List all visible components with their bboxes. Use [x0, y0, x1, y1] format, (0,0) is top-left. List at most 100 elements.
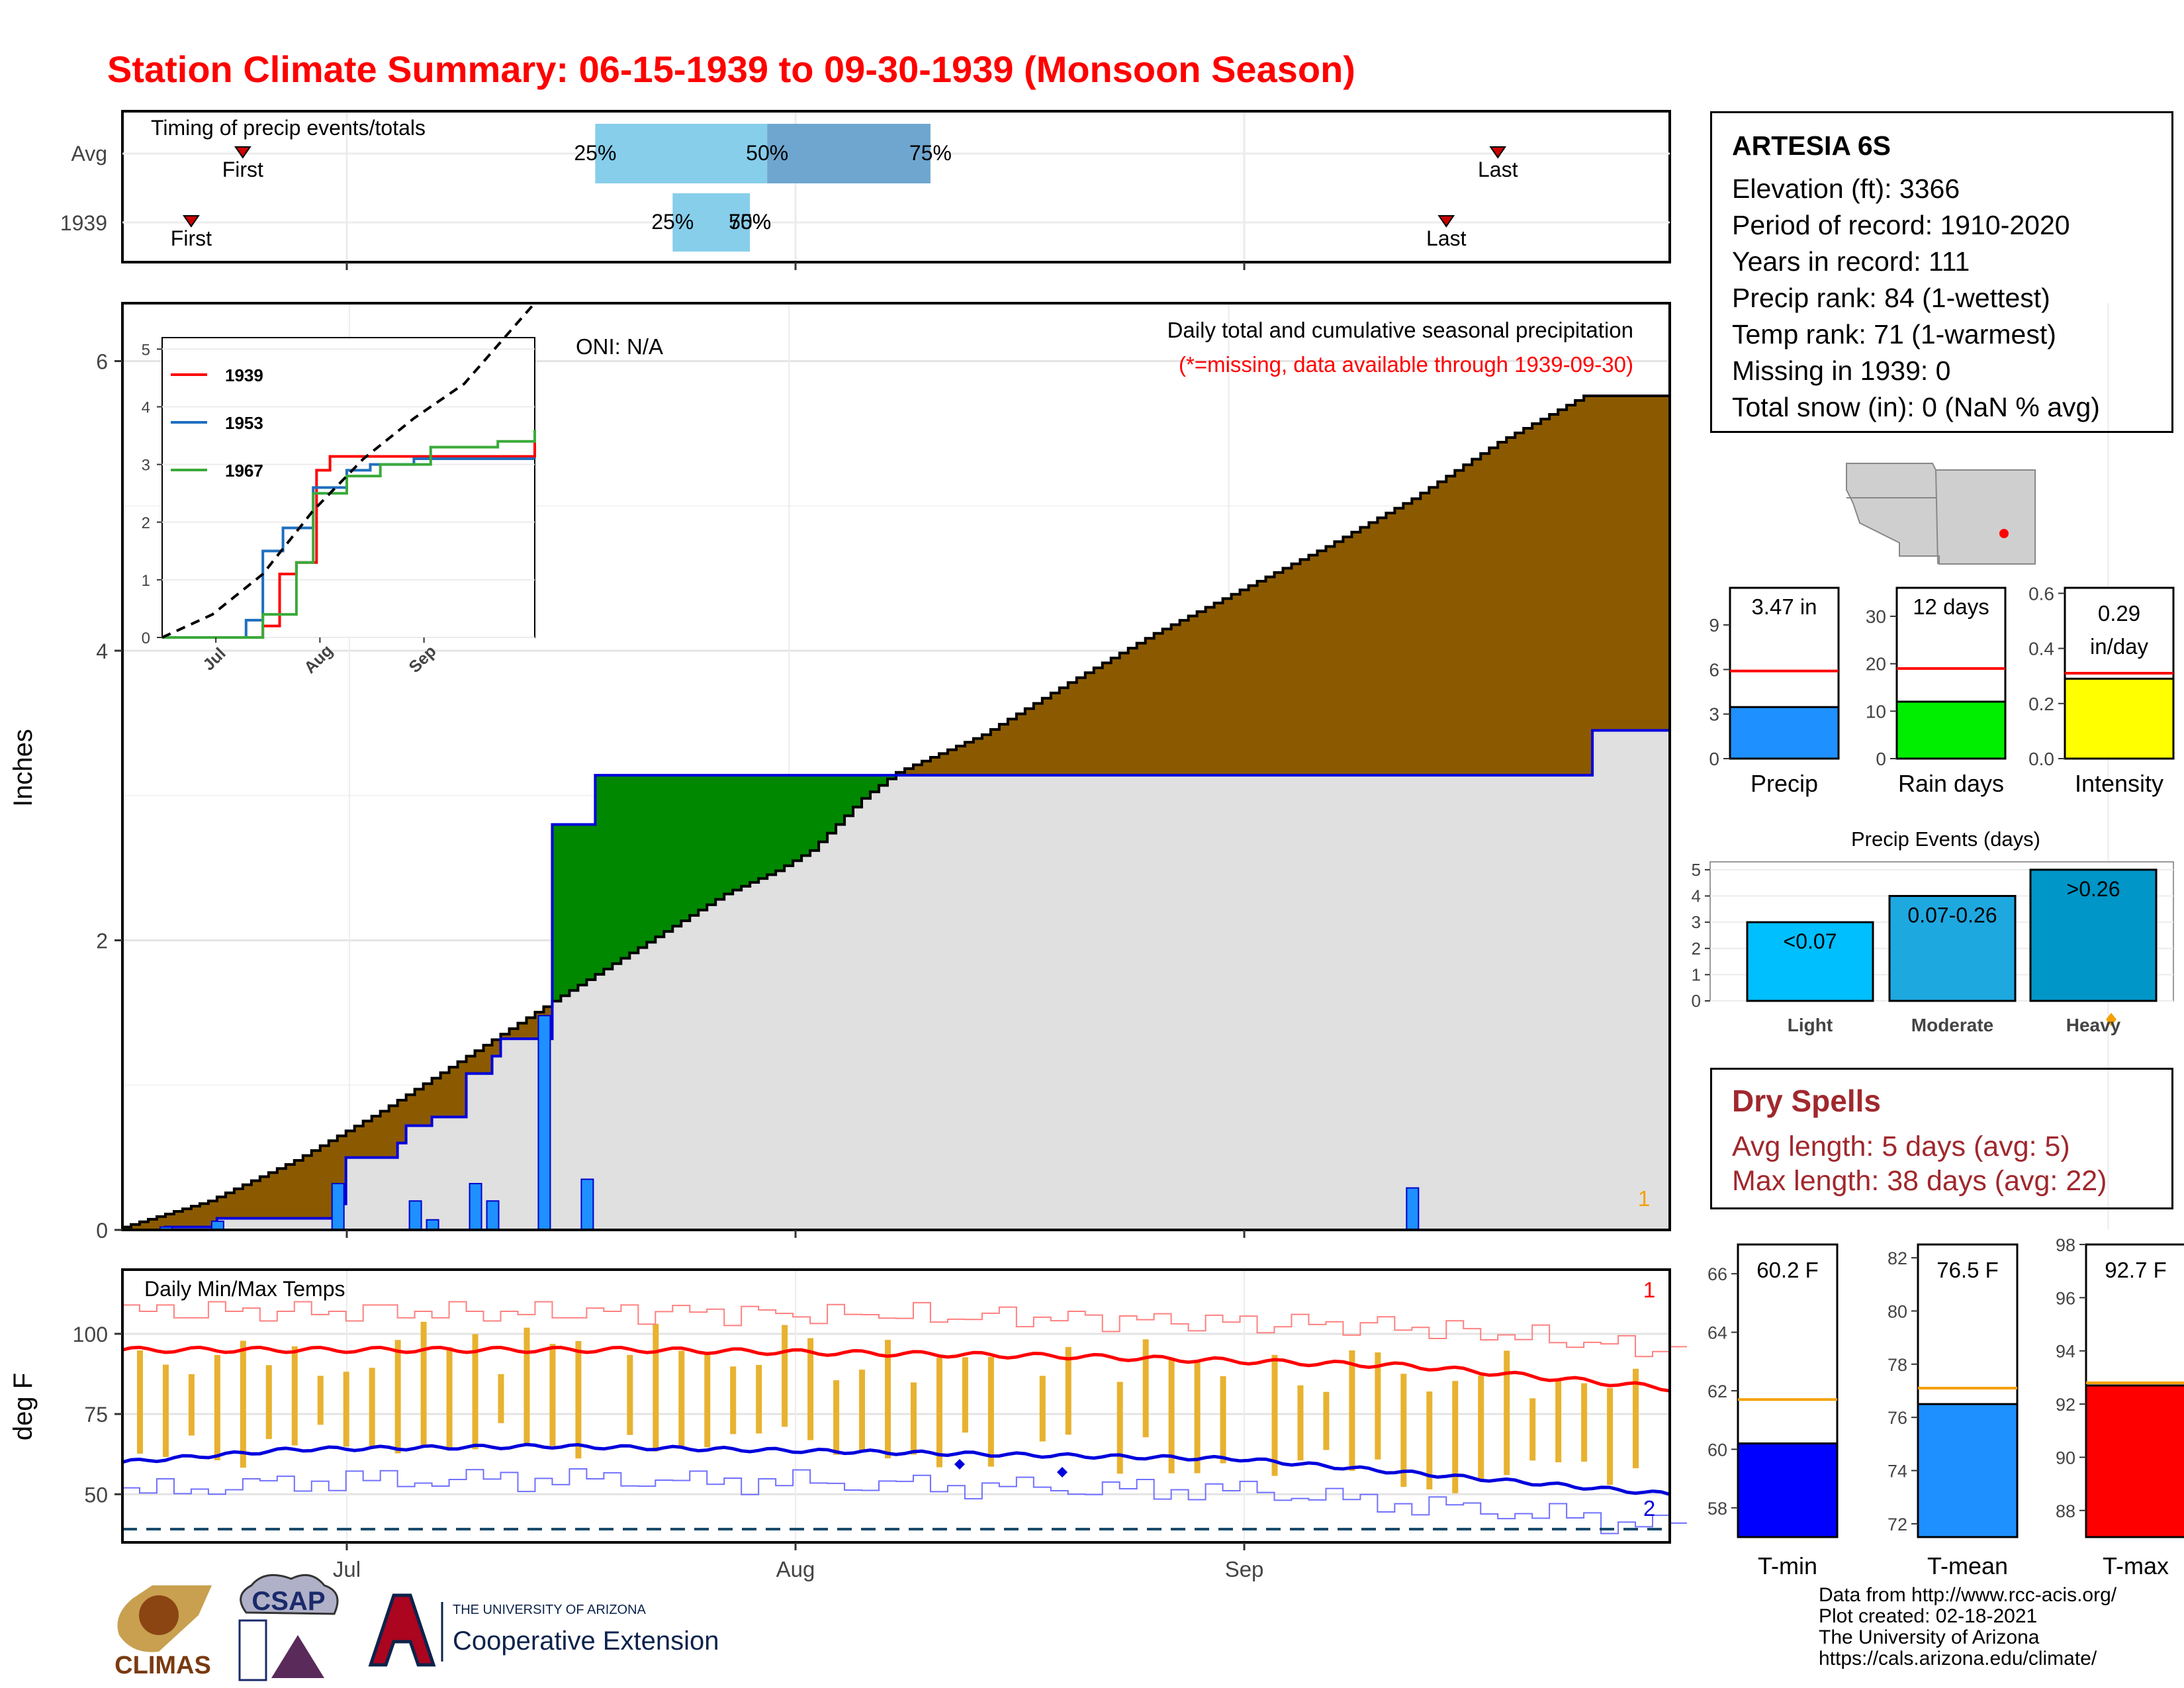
temps-y-axis-label: deg F	[9, 1373, 38, 1440]
dry-spells-box: Dry Spells Avg length: 5 days (avg: 5) M…	[1710, 1068, 2173, 1209]
temp-daily-bar	[859, 1370, 866, 1452]
temp-daily-bar	[1607, 1387, 1614, 1485]
inset-normal-line	[161, 302, 536, 639]
footer-line-url: https://cals.arizona.edu/climate/	[1819, 1648, 2097, 1669]
precip-y-tick-label: 6	[96, 350, 108, 374]
temp-daily-bar	[807, 1338, 814, 1440]
temps-frame	[121, 1268, 1671, 1544]
tmax-normal-line	[122, 1345, 1670, 1393]
max-daily-marker	[2106, 1013, 2116, 1026]
temp-summary-tick-label: 90	[2056, 1448, 2075, 1468]
temp-daily-bar	[523, 1327, 530, 1444]
events-y-tick-label: 5	[1692, 860, 1701, 880]
temp-daily-bar	[653, 1323, 659, 1452]
temp-daily-bar	[1400, 1374, 1407, 1487]
events-bar-moderate	[1888, 895, 2017, 1002]
timing-label-50: 50%	[729, 210, 771, 234]
temp-daily-bar	[1555, 1378, 1562, 1463]
inset-lines	[161, 302, 536, 639]
legend-label-1967: 1967	[225, 461, 263, 481]
ua-big-text: Cooperative Extension	[453, 1626, 719, 1656]
temp-daily-bar	[214, 1354, 220, 1461]
timing-label-25: 25%	[574, 141, 616, 165]
precip-y-tick-label: 2	[96, 929, 108, 953]
temp-summary-bar-tmax	[2085, 1384, 2184, 1538]
events-category-label: Light	[1788, 1015, 1833, 1035]
observed-cumulative-line	[122, 727, 1671, 1231]
daily-precip-bars	[159, 1015, 1420, 1231]
inset-series-line	[162, 430, 536, 639]
summary-tick-label-precip: 3	[1709, 704, 1719, 725]
csap-cloud-icon	[240, 1573, 339, 1615]
surplus-area	[552, 775, 896, 1002]
footer-line-created: Plot created: 02-18-2021	[1819, 1605, 2038, 1627]
csap-logo: CSAP	[238, 1573, 339, 1681]
timing-bars	[595, 124, 931, 252]
timing-first-label: First	[171, 226, 212, 250]
temp-daily-bar	[240, 1340, 246, 1468]
dry-spells-title: Dry Spells	[1732, 1084, 1881, 1118]
temps-y-tick-label: 75	[84, 1403, 108, 1427]
temp-daily-bar	[1297, 1385, 1304, 1461]
summary-value-rain_days: 12 days	[1913, 594, 1989, 619]
temps-x-tick-label: Jul	[333, 1557, 361, 1581]
temp-daily-bar	[394, 1340, 401, 1454]
temps-x-tick-label: Aug	[776, 1557, 815, 1581]
timing-last-label: Last	[1478, 158, 1518, 181]
timing-last-label: Last	[1426, 226, 1467, 250]
temp-daily-bar	[885, 1340, 891, 1459]
temp-summary-tick-label: 66	[1707, 1264, 1727, 1284]
record-low-marker-1	[954, 1459, 965, 1470]
events-bar-label: 0.07-0.26	[1907, 904, 1997, 927]
station-period: Period of record: 1910-2020	[1732, 210, 2070, 240]
daily-precip-bar	[426, 1219, 439, 1231]
station-snow: Total snow (in): 0 (NaN % avg)	[1732, 392, 2100, 422]
station-name: ARTESIA 6S	[1732, 130, 1891, 161]
tmin-normal-line	[122, 1442, 1670, 1496]
summary-tick-label-precip: 0	[1709, 749, 1719, 769]
csap-logo-text: CSAP	[251, 1587, 325, 1616]
missing-count: 1	[1638, 1186, 1650, 1211]
observed-below-area	[122, 727, 1670, 1230]
summary-value-intensity: 0.29	[2098, 601, 2140, 626]
state-map	[1845, 461, 2036, 565]
tmin-record-line	[122, 1468, 1687, 1534]
summary-label-intensity: Intensity	[2075, 770, 2163, 797]
daily-precip-bar	[580, 1178, 594, 1231]
temp-summary-value-tmax: 92.7 F	[2105, 1258, 2167, 1282]
summary-tick-label-rain_days: 30	[1866, 606, 1886, 627]
timing-first-label: First	[222, 158, 263, 181]
temp-daily-bar	[575, 1340, 582, 1459]
summary-bar-rain_days	[1895, 700, 2007, 760]
season-precip-summary: 0 3 6 9 3.47 in Precip 0 10 20 30 12 days Rain days…	[1709, 583, 2175, 797]
timing-title: Timing of precip events/totals	[151, 116, 426, 140]
summary-tick-label-rain_days: 20	[1866, 654, 1886, 675]
temp-summary-bar-tmin	[1737, 1442, 1839, 1538]
ua-a-icon	[368, 1593, 436, 1667]
temp-summary-value-tmin: 60.2 F	[1756, 1258, 1819, 1282]
legend-label-1953: 1953	[225, 413, 263, 433]
temp-daily-bar	[1633, 1368, 1639, 1469]
temp-daily-bar	[1426, 1391, 1433, 1489]
temp-summary-tick-label: 92	[2056, 1395, 2075, 1415]
summary-tick-label-precip: 6	[1709, 659, 1719, 680]
temp-summary-tick-label: 58	[1707, 1499, 1727, 1519]
temp-summary-label-tmin: T-min	[1758, 1552, 1817, 1579]
temp-daily-bar	[1220, 1376, 1226, 1464]
temps-panel: Daily Min/Max Temps 1 2 50 75 100 deg F Ju…	[9, 1268, 1687, 1581]
timing-label-50: 50%	[746, 141, 788, 165]
inset-y-tick-label: 4	[142, 399, 150, 417]
temp-summary-tick-label: 60	[1707, 1440, 1727, 1460]
temps-y-ticks: 50 75 100	[73, 1323, 122, 1507]
temp-summary-tick-label: 88	[2056, 1501, 2075, 1521]
temp-daily-bar	[1452, 1381, 1459, 1493]
normal-cumulative-line	[122, 395, 1670, 1229]
temp-daily-bar	[136, 1350, 143, 1454]
temp-summary-tick-label: 72	[1888, 1515, 1907, 1534]
temp-daily-bar	[1529, 1398, 1536, 1461]
timing-last-marker	[1489, 146, 1507, 159]
temp-daily-bar	[1065, 1346, 1071, 1435]
summary-label-precip: Precip	[1751, 770, 1818, 797]
temp-daily-bar	[1478, 1375, 1484, 1480]
